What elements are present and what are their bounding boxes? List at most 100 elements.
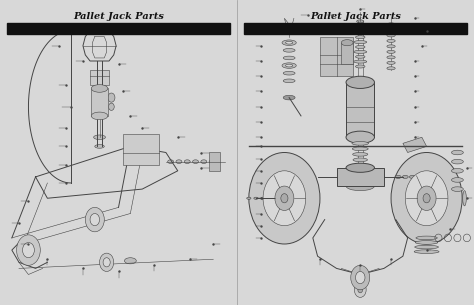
Ellipse shape bbox=[387, 61, 395, 64]
Bar bbox=[90, 70, 109, 85]
Circle shape bbox=[100, 253, 114, 271]
Circle shape bbox=[263, 171, 306, 226]
Ellipse shape bbox=[414, 250, 439, 253]
Ellipse shape bbox=[285, 64, 292, 67]
Circle shape bbox=[351, 265, 370, 290]
Ellipse shape bbox=[352, 147, 368, 151]
Circle shape bbox=[356, 271, 365, 284]
Ellipse shape bbox=[402, 175, 408, 178]
Ellipse shape bbox=[287, 26, 292, 29]
Ellipse shape bbox=[356, 26, 365, 29]
Ellipse shape bbox=[283, 48, 295, 52]
Text: Pallet Jack Parts: Pallet Jack Parts bbox=[73, 12, 164, 21]
Ellipse shape bbox=[354, 60, 367, 63]
Ellipse shape bbox=[451, 178, 463, 182]
Bar bbox=[7, 23, 230, 34]
Ellipse shape bbox=[283, 71, 295, 75]
Ellipse shape bbox=[282, 63, 296, 68]
Bar bbox=[142, 143, 152, 152]
Circle shape bbox=[90, 214, 100, 226]
Polygon shape bbox=[403, 137, 427, 152]
Circle shape bbox=[103, 258, 110, 267]
Ellipse shape bbox=[451, 168, 463, 173]
Circle shape bbox=[281, 194, 288, 203]
Bar bbox=[123, 134, 159, 165]
Ellipse shape bbox=[387, 67, 395, 70]
Ellipse shape bbox=[91, 84, 108, 92]
Ellipse shape bbox=[209, 160, 215, 163]
Ellipse shape bbox=[416, 236, 437, 240]
Ellipse shape bbox=[415, 245, 438, 249]
Circle shape bbox=[391, 152, 462, 244]
Circle shape bbox=[405, 171, 448, 226]
Circle shape bbox=[17, 235, 40, 265]
Ellipse shape bbox=[356, 65, 365, 68]
Ellipse shape bbox=[95, 145, 104, 148]
Ellipse shape bbox=[356, 45, 365, 48]
Ellipse shape bbox=[352, 142, 369, 145]
Ellipse shape bbox=[387, 39, 395, 42]
Circle shape bbox=[108, 93, 115, 102]
Ellipse shape bbox=[346, 163, 374, 172]
Ellipse shape bbox=[353, 152, 368, 156]
Circle shape bbox=[275, 186, 294, 210]
Ellipse shape bbox=[346, 181, 374, 191]
Text: Pallet Jack Parts: Pallet Jack Parts bbox=[310, 12, 401, 21]
Circle shape bbox=[23, 242, 35, 258]
Circle shape bbox=[354, 282, 366, 297]
Circle shape bbox=[249, 152, 320, 244]
Ellipse shape bbox=[387, 50, 395, 53]
Bar bbox=[209, 152, 220, 171]
Bar bbox=[91, 88, 108, 116]
Ellipse shape bbox=[387, 45, 395, 48]
Circle shape bbox=[423, 194, 430, 203]
Ellipse shape bbox=[354, 50, 367, 53]
Ellipse shape bbox=[346, 76, 374, 88]
Ellipse shape bbox=[254, 197, 258, 199]
Ellipse shape bbox=[283, 56, 295, 60]
Ellipse shape bbox=[176, 160, 182, 163]
Ellipse shape bbox=[387, 56, 395, 59]
Ellipse shape bbox=[346, 131, 374, 143]
Ellipse shape bbox=[410, 175, 415, 178]
Ellipse shape bbox=[387, 28, 395, 31]
Ellipse shape bbox=[463, 191, 466, 206]
Ellipse shape bbox=[282, 40, 296, 45]
Ellipse shape bbox=[246, 197, 251, 199]
Circle shape bbox=[358, 287, 363, 293]
Ellipse shape bbox=[356, 36, 365, 39]
Bar bbox=[341, 43, 353, 64]
Bar bbox=[128, 143, 137, 152]
Ellipse shape bbox=[285, 41, 292, 44]
Ellipse shape bbox=[184, 160, 190, 163]
Ellipse shape bbox=[94, 135, 106, 139]
Ellipse shape bbox=[353, 158, 367, 162]
Ellipse shape bbox=[275, 197, 279, 199]
Circle shape bbox=[109, 103, 114, 110]
Ellipse shape bbox=[354, 41, 367, 44]
Ellipse shape bbox=[415, 241, 438, 244]
Ellipse shape bbox=[168, 160, 173, 163]
Ellipse shape bbox=[387, 23, 395, 26]
Ellipse shape bbox=[341, 40, 353, 46]
Ellipse shape bbox=[192, 160, 199, 163]
Ellipse shape bbox=[263, 197, 268, 200]
Ellipse shape bbox=[451, 187, 463, 192]
Ellipse shape bbox=[356, 20, 364, 23]
Ellipse shape bbox=[451, 150, 463, 155]
Ellipse shape bbox=[201, 160, 207, 163]
Ellipse shape bbox=[354, 31, 367, 34]
Ellipse shape bbox=[283, 95, 295, 100]
Ellipse shape bbox=[91, 112, 108, 120]
Ellipse shape bbox=[353, 163, 367, 167]
Bar bbox=[320, 37, 353, 76]
Ellipse shape bbox=[268, 197, 272, 199]
Ellipse shape bbox=[261, 197, 265, 199]
Ellipse shape bbox=[124, 258, 137, 264]
Ellipse shape bbox=[283, 79, 295, 83]
Bar bbox=[244, 23, 467, 34]
Bar bbox=[337, 168, 384, 186]
Ellipse shape bbox=[395, 175, 401, 178]
Circle shape bbox=[85, 207, 104, 232]
Circle shape bbox=[417, 186, 436, 210]
